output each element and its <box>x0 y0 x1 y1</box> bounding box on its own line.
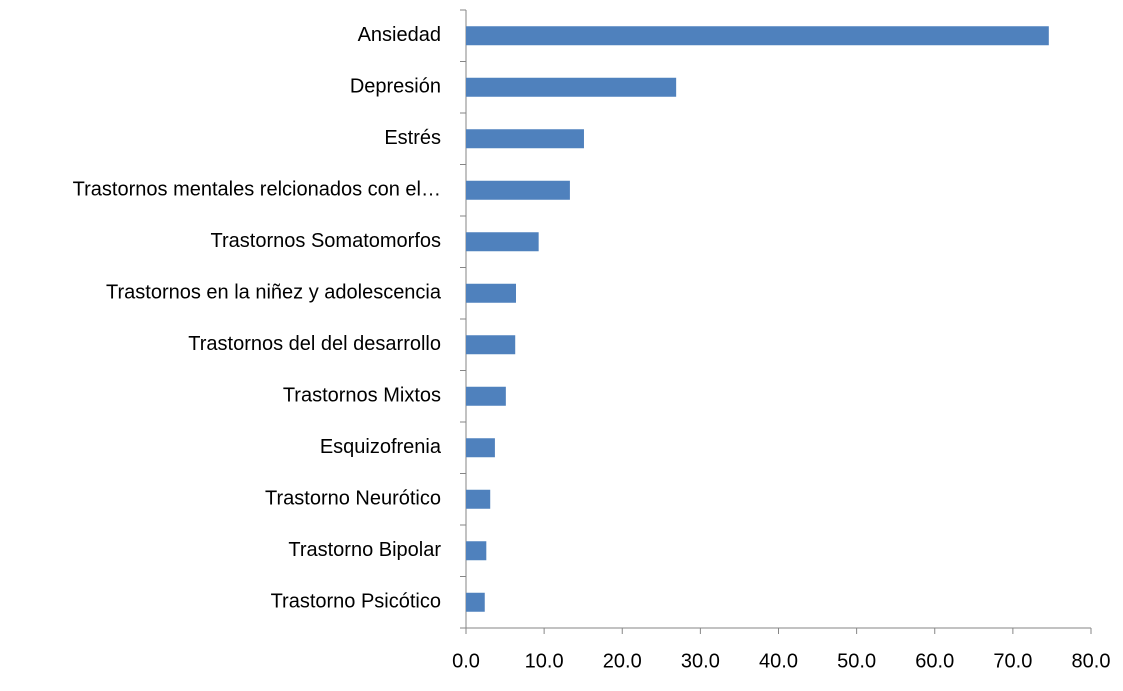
y-tick-label: Trastornos Somatomorfos <box>211 230 441 252</box>
y-tick-label: Trastornos mentales relcionados con el… <box>73 179 441 201</box>
y-tick-label: Trastornos del del desarrollo <box>188 333 441 355</box>
x-tick-label: 20.0 <box>603 650 642 672</box>
x-tick-label: 50.0 <box>837 650 876 672</box>
y-tick-label: Depresión <box>350 76 441 98</box>
bar <box>466 232 539 252</box>
bar <box>466 541 487 561</box>
bar <box>466 77 677 97</box>
y-tick-label: Trastornos en la niñez y adolescencia <box>106 282 442 304</box>
bar <box>466 26 1049 46</box>
bar <box>466 283 516 303</box>
x-tick-label: 0.0 <box>452 650 480 672</box>
y-tick-label: Ansiedad <box>358 24 441 46</box>
y-tick-label: Trastornos Mixtos <box>283 385 441 407</box>
x-tick-label: 70.0 <box>993 650 1032 672</box>
bar <box>466 438 495 458</box>
y-tick-label: Trastorno Neurótico <box>265 488 441 510</box>
y-tick-label: Trastorno Psicótico <box>271 591 441 613</box>
x-tick-label: 30.0 <box>681 650 720 672</box>
bar <box>466 129 584 149</box>
bar <box>466 180 570 200</box>
bar <box>466 489 491 509</box>
x-tick-label: 60.0 <box>915 650 954 672</box>
x-tick-label: 80.0 <box>1072 650 1111 672</box>
y-tick-label: Estrés <box>384 127 441 149</box>
x-tick-label: 40.0 <box>759 650 798 672</box>
y-tick-label: Esquizofrenia <box>320 436 442 458</box>
bar <box>466 335 516 355</box>
y-tick-label: Trastorno Bipolar <box>288 539 441 561</box>
x-tick-label: 10.0 <box>525 650 564 672</box>
bar <box>466 386 506 406</box>
bar <box>466 592 485 612</box>
